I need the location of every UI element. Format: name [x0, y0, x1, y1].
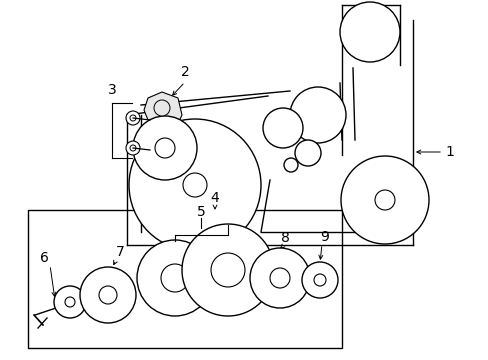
- Circle shape: [130, 145, 136, 151]
- Polygon shape: [143, 92, 182, 130]
- Circle shape: [137, 240, 213, 316]
- Text: 2: 2: [180, 65, 189, 79]
- Circle shape: [99, 286, 117, 304]
- Circle shape: [155, 138, 175, 158]
- Text: 3: 3: [107, 83, 116, 97]
- Circle shape: [161, 264, 189, 292]
- Circle shape: [210, 253, 244, 287]
- Text: 9: 9: [320, 230, 329, 244]
- Circle shape: [313, 274, 325, 286]
- Circle shape: [154, 100, 170, 116]
- Circle shape: [374, 190, 394, 210]
- Circle shape: [183, 173, 206, 197]
- Text: 4: 4: [210, 191, 219, 205]
- Text: 8: 8: [280, 231, 289, 245]
- Circle shape: [339, 2, 399, 62]
- Circle shape: [130, 115, 136, 121]
- Circle shape: [65, 297, 75, 307]
- Bar: [28, 210, 341, 348]
- Circle shape: [269, 268, 289, 288]
- Circle shape: [80, 267, 136, 323]
- Circle shape: [133, 116, 197, 180]
- Circle shape: [182, 224, 273, 316]
- Circle shape: [340, 156, 428, 244]
- Circle shape: [289, 87, 346, 143]
- Text: 1: 1: [445, 145, 453, 159]
- Circle shape: [294, 140, 320, 166]
- Circle shape: [302, 262, 337, 298]
- Circle shape: [126, 141, 140, 155]
- Circle shape: [126, 111, 140, 125]
- Text: 5: 5: [196, 205, 205, 219]
- Text: 7: 7: [115, 245, 124, 259]
- Circle shape: [284, 158, 297, 172]
- Text: 6: 6: [40, 251, 48, 265]
- Circle shape: [263, 108, 303, 148]
- Circle shape: [249, 248, 309, 308]
- Circle shape: [54, 286, 86, 318]
- Circle shape: [129, 119, 261, 251]
